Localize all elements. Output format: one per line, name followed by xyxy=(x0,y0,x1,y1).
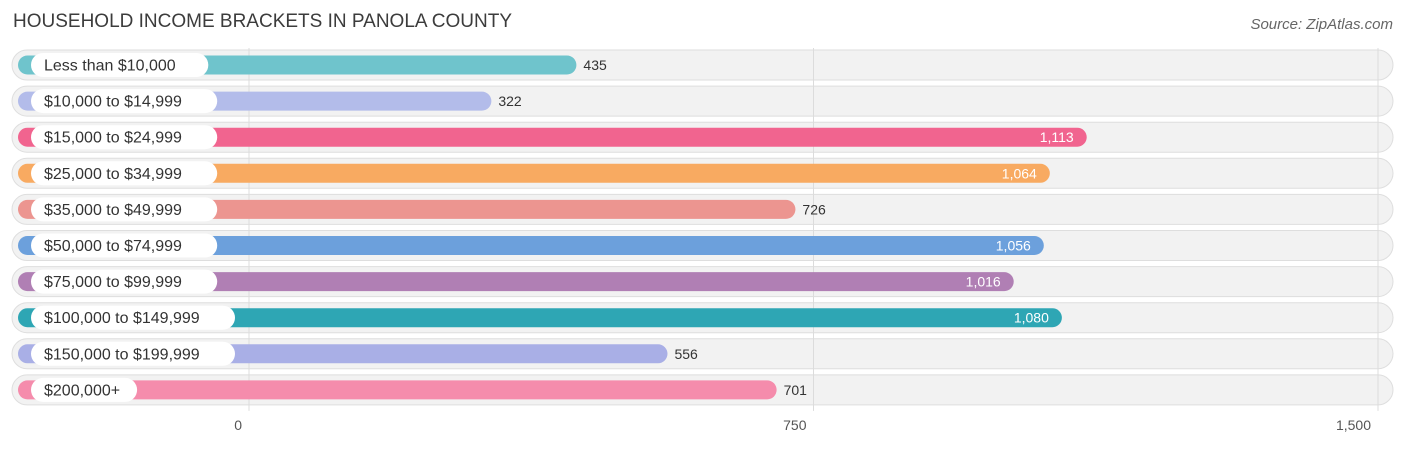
category-label-bg xyxy=(31,341,235,366)
category-label: $75,000 to $99,999 xyxy=(44,274,182,291)
category-label-bg xyxy=(31,53,209,77)
value-label: 322 xyxy=(498,93,522,109)
value-label: 1,056 xyxy=(996,238,1031,254)
category-label-bg xyxy=(31,305,235,330)
bar xyxy=(18,236,1044,255)
x-tick-label: 1,500 xyxy=(1336,417,1371,433)
x-axis-ticks: 0 750 1,500 xyxy=(234,417,1371,433)
category-label: $25,000 to $34,999 xyxy=(44,166,182,183)
value-label: 701 xyxy=(784,382,808,398)
chart-title: HOUSEHOLD INCOME BRACKETS IN PANOLA COUN… xyxy=(13,11,512,32)
value-label: 1,113 xyxy=(1040,129,1074,145)
x-tick-label: 0 xyxy=(234,417,242,433)
bar xyxy=(18,163,1050,183)
category-label: $200,000+ xyxy=(44,382,120,399)
bar xyxy=(18,272,1014,292)
category-label: $35,000 to $49,999 xyxy=(44,202,182,219)
category-label: $15,000 to $24,999 xyxy=(44,130,182,147)
value-label: 435 xyxy=(583,57,607,73)
x-tick-label: 750 xyxy=(783,417,807,433)
category-label: $150,000 to $199,999 xyxy=(44,346,200,363)
bar xyxy=(18,380,777,400)
value-label: 1,064 xyxy=(1002,165,1037,181)
category-label-bg xyxy=(31,269,218,294)
value-label: 1,016 xyxy=(966,274,1001,290)
chart-source: Source: ZipAtlas.com xyxy=(1250,16,1393,33)
category-label-bg xyxy=(31,125,218,150)
category-label: $10,000 to $14,999 xyxy=(44,94,182,111)
category-label-bg xyxy=(31,197,218,222)
category-label-bg xyxy=(31,89,218,114)
category-label: $50,000 to $74,999 xyxy=(44,238,182,255)
category-label-bg xyxy=(31,161,218,186)
bars: Less than $10,000 435 $10,000 to $14,999 32… xyxy=(18,53,1087,402)
value-label: 556 xyxy=(674,346,698,362)
category-label: Less than $10,000 xyxy=(44,58,176,75)
category-label-bg xyxy=(31,377,138,402)
value-label: 1,080 xyxy=(1014,310,1049,326)
value-label: 726 xyxy=(802,201,826,217)
category-label: $100,000 to $149,999 xyxy=(44,310,200,327)
bar xyxy=(18,127,1087,147)
bar xyxy=(18,308,1062,328)
category-label-bg xyxy=(31,233,218,258)
